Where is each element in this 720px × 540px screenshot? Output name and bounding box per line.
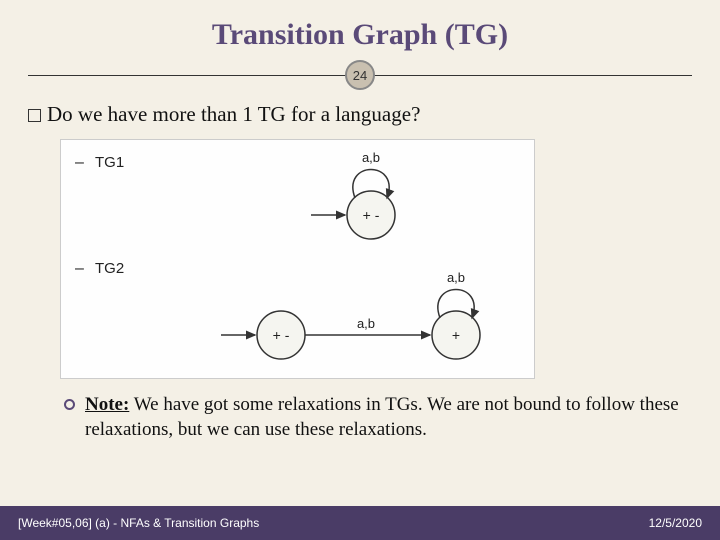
footer-left: [Week#05,06] (a) - NFAs & Transition Gra… (18, 516, 259, 530)
transition-graph-diagram: – TG1 – TG2 + - a,b + - + a, (60, 139, 535, 379)
state-label: + - (363, 207, 380, 223)
note-row: Note: We have got some relaxations in TG… (64, 393, 692, 442)
square-bullet-icon (28, 109, 41, 122)
edge-label: a,b (447, 270, 465, 285)
question-line: Do we have more than 1 TG for a language… (28, 102, 692, 127)
state-label: + - (273, 327, 290, 343)
note-text: Note: We have got some relaxations in TG… (85, 393, 682, 442)
slide-footer: [Week#05,06] (a) - NFAs & Transition Gra… (0, 506, 720, 540)
graph-svg: + - a,b + - + a,b a,b (61, 140, 536, 380)
divider: 24 (28, 60, 692, 92)
slide-container: Transition Graph (TG) 24 Do we have more… (0, 0, 720, 540)
note-label: Note: (85, 394, 129, 415)
edge-label: a,b (357, 316, 375, 331)
circle-bullet-icon (64, 399, 75, 410)
slide-title: Transition Graph (TG) (28, 18, 692, 52)
note-body: We have got some relaxations in TGs. We … (85, 394, 679, 440)
state-label: + (452, 327, 460, 343)
question-text: Do we have more than 1 TG for a language… (47, 102, 420, 126)
footer-right: 12/5/2020 (649, 516, 702, 530)
edge-label: a,b (362, 150, 380, 165)
page-number-badge: 24 (345, 60, 375, 90)
